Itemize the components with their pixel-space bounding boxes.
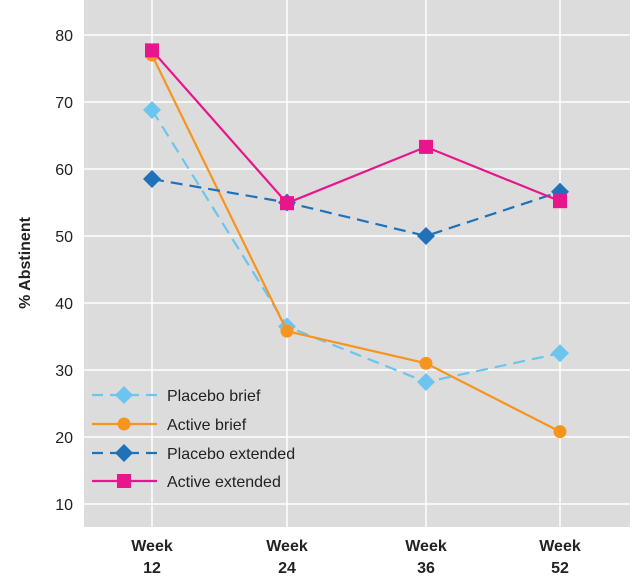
x-tick-label: 52 [551,560,569,577]
data-point-placebo-extended [417,227,435,245]
y-tick-label: 80 [55,28,73,45]
legend-label-placebo-brief: Placebo brief [167,388,261,405]
x-tick-label: Week [131,538,173,555]
y-tick-label: 50 [55,229,73,246]
data-point-active-brief [419,356,433,370]
plot-area [84,0,630,527]
data-point-active-brief [280,324,294,338]
grid [84,0,630,527]
data-point-active-extended [144,43,160,58]
legend-marker-active-brief [117,417,131,431]
x-tick-label: 12 [143,560,161,577]
legend-marker-active-extended [116,473,132,489]
legend-marker-placebo-extended [115,444,133,462]
series-line-active-brief [151,54,561,433]
data-point-placebo-brief [551,344,569,363]
legend-label-active-brief: Active brief [167,417,247,434]
series-line-placebo-extended [151,177,561,238]
x-tick-label: Week [539,538,581,555]
y-tick-label: 10 [55,497,73,514]
x-tick-label: Week [405,538,447,555]
series-placebo-brief [143,101,569,392]
series-line-active-extended [151,49,561,205]
legend-label-placebo-extended: Placebo extended [167,446,295,463]
legend-label-active-extended: Active extended [167,474,281,491]
data-point-active-brief [553,425,567,439]
series-active-extended [144,43,568,211]
y-axis-label: % Abstinent [17,216,34,309]
y-tick-label: 60 [55,162,73,179]
data-point-active-extended [279,196,295,211]
series-line-placebo-brief [151,109,561,384]
y-tick-label: 40 [55,296,73,313]
data-point-placebo-brief [417,373,435,392]
x-tick-label: 24 [278,560,296,577]
data-point-placebo-extended [143,170,161,189]
series-group [143,43,569,439]
y-tick-labels: 10 20 30 40 50 60 70 80 [55,28,73,514]
data-point-active-extended [418,139,434,154]
x-tick-label: 36 [417,560,435,577]
y-tick-label: 20 [55,430,73,447]
data-point-placebo-brief [143,101,161,120]
x-tick-labels: Week 12 Week 24 Week 36 Week 52 [131,538,581,577]
legend-marker-placebo-brief [115,386,133,404]
legend: Placebo brief Active brief Placebo extende… [92,386,295,491]
x-tick-label: Week [266,538,308,555]
y-tick-label: 30 [55,363,73,380]
data-point-active-extended [552,194,568,209]
y-tick-label: 70 [55,95,73,112]
